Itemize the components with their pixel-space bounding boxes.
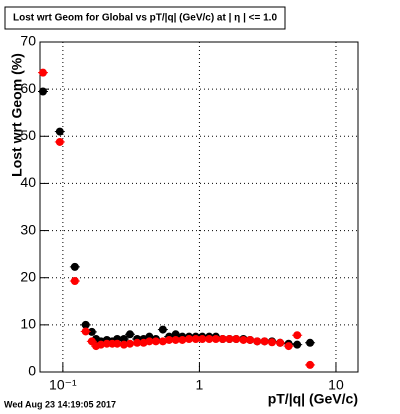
x-tick-label: 10 <box>328 377 344 393</box>
data-point <box>306 360 315 369</box>
x-axis-label: pT/|q| (GeV/c) <box>268 391 358 407</box>
data-point <box>211 335 220 343</box>
data-point <box>178 335 187 344</box>
data-point <box>158 325 167 334</box>
data-point <box>87 327 96 336</box>
y-tick-label: 30 <box>20 221 36 237</box>
data-point <box>133 338 142 347</box>
data-point <box>70 277 79 286</box>
data-point <box>232 335 241 343</box>
data-point <box>218 335 227 343</box>
data-point <box>125 330 134 339</box>
data-point <box>38 68 47 77</box>
data-point <box>81 320 90 329</box>
y-tick-label: 50 <box>20 127 36 143</box>
x-tick-label: 1 <box>196 377 204 393</box>
data-point <box>145 337 154 346</box>
data-point <box>198 335 207 343</box>
y-tick-label: 70 <box>20 33 36 49</box>
data-point <box>306 338 315 347</box>
y-tick-label: 40 <box>20 174 36 190</box>
data-point <box>253 337 262 346</box>
timestamp: Wed Aug 23 14:19:05 2017 <box>4 399 116 409</box>
chart-title: Lost wrt Geom for Global vs pT/|q| (GeV/… <box>13 13 277 24</box>
data-point <box>284 342 293 351</box>
y-axis-label: Lost wrt Geom (%) <box>9 53 25 177</box>
data-point <box>158 337 167 346</box>
data-point <box>293 331 302 340</box>
data-point <box>119 340 128 349</box>
data-point <box>165 335 174 344</box>
data-point <box>293 340 302 349</box>
data-point <box>81 327 90 336</box>
x-tick-label: 10⁻¹ <box>49 377 77 393</box>
data-point <box>225 335 234 343</box>
data-point <box>246 335 255 344</box>
y-tick-label: 10 <box>20 316 36 332</box>
data-point <box>276 338 285 347</box>
y-tick-label: 60 <box>20 80 36 96</box>
data-point <box>55 127 64 136</box>
title-box <box>4 6 286 30</box>
data-point <box>113 339 122 348</box>
data-point <box>171 335 180 344</box>
plot-frame <box>39 41 359 373</box>
data-point <box>267 338 276 347</box>
y-tick-label: 20 <box>20 268 36 284</box>
data-point <box>70 262 79 271</box>
data-point <box>239 335 248 344</box>
data-point <box>125 339 134 348</box>
y-tick-label: 0 <box>28 363 36 379</box>
data-point <box>55 137 64 146</box>
data-point <box>205 335 214 343</box>
data-point <box>191 335 200 343</box>
data-point <box>260 337 269 346</box>
data-point <box>151 337 160 346</box>
data-point <box>96 340 105 349</box>
data-point <box>119 335 128 343</box>
data-point <box>185 335 194 343</box>
data-point <box>38 87 47 96</box>
